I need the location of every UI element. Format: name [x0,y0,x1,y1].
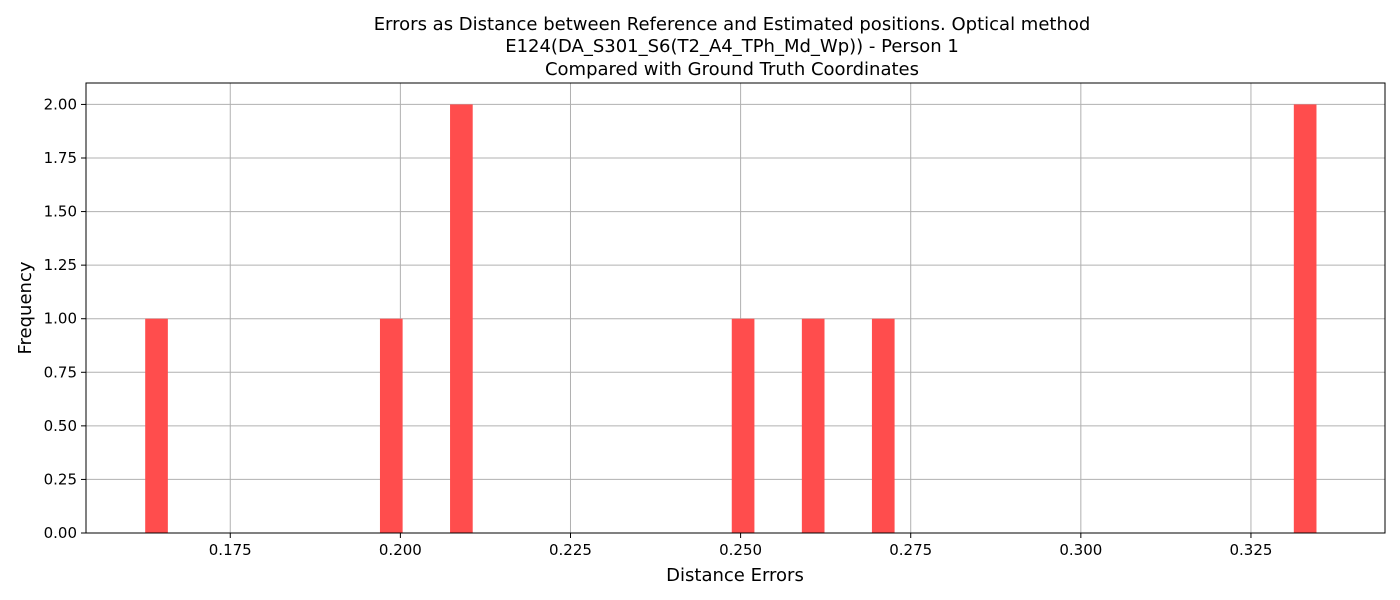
x-tick-label: 0.275 [889,541,932,559]
histogram-bar [731,318,755,533]
x-tick-label: 0.300 [1059,541,1102,559]
histogram-bar [450,104,473,533]
y-tick-label: 1.75 [44,149,77,167]
x-tick-label: 0.325 [1229,541,1272,559]
grid-lines [86,83,1385,534]
y-tick-label: 0.50 [44,417,77,435]
x-tick-label: 0.250 [719,541,762,559]
plot-frame [85,82,1386,534]
y-axis-label: Frequency [15,261,36,354]
histogram-bar [379,318,403,533]
histogram-bar [871,318,895,533]
y-tick-label: 1.25 [44,256,77,274]
x-axis-label: Distance Errors [666,565,804,586]
histogram-bars [145,104,1317,533]
x-tick-label: 0.175 [209,541,252,559]
chart-title: Errors as Distance between Reference and… [374,14,1091,80]
x-axis-ticks: 0.175 0.200 0.225 0.250 0.275 0.300 0.325 [209,533,1272,559]
histogram-bar [801,318,825,533]
y-axis-ticks: 0.00 0.25 0.50 0.75 1.00 1.25 1.50 1.75 2.00 [44,95,86,542]
title-line-2: E124(DA_S301_S6(T2_A4_TPh_Md_Wp)) - Pers… [505,36,959,57]
y-tick-label: 0.75 [44,363,77,381]
y-tick-label: 1.00 [44,310,77,328]
y-tick-label: 0.25 [44,470,77,488]
histogram-bar [1293,104,1317,533]
title-line-3: Compared with Ground Truth Coordinates [545,59,919,80]
x-tick-label: 0.225 [549,541,592,559]
y-tick-label: 0.00 [44,524,77,542]
histogram-bar [145,318,168,533]
x-tick-label: 0.200 [379,541,422,559]
y-tick-label: 1.50 [44,203,77,221]
y-tick-label: 2.00 [44,95,77,113]
title-line-1: Errors as Distance between Reference and… [374,14,1091,35]
